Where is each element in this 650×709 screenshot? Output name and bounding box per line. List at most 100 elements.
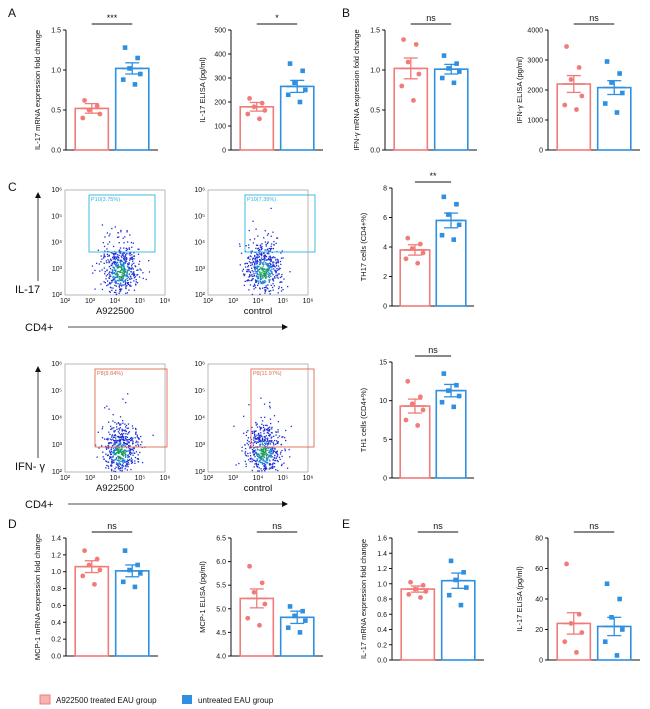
y-tick-label: 200 [214,100,226,107]
flow-event [263,460,266,462]
flow-event [111,434,114,436]
flow-event [257,248,259,250]
flow-event [270,441,272,443]
flow-event [264,429,266,432]
flow-event [125,278,127,281]
flow-event [111,462,113,465]
flow-event [256,253,258,255]
flow-event [132,268,134,270]
flow-event [120,458,122,460]
flow-event [258,252,260,254]
significance-label: ns [107,521,117,531]
flow-event [133,448,135,450]
flow-event [129,252,132,254]
flow-event [277,421,280,423]
flow-event [114,270,117,272]
flow-event [117,279,119,281]
flow-event [272,467,274,469]
y-tick-label: 0 [539,148,543,155]
flow-event [125,466,127,468]
flow-event [125,436,127,438]
flow-event [257,453,259,455]
flow-event [126,462,128,465]
flow-event [275,434,277,436]
flow-event [115,282,117,284]
flow-event [118,432,121,434]
flow-event [108,277,110,279]
flow-event [260,457,262,459]
flow-event [275,259,277,261]
flow-event [247,270,249,273]
flow-event [254,451,256,454]
flow-event [98,263,100,265]
y-tick-label: 0.0 [51,148,61,155]
flow-event [258,269,260,271]
flow-event [263,252,265,255]
flow-event [267,447,269,449]
flow-event [265,448,268,450]
flow-event [262,258,265,260]
flow-event [118,462,120,464]
flow-event [113,268,115,270]
flow-event [115,252,117,254]
flow-event [269,464,271,466]
flow-event [118,257,120,259]
flow-plot-frame [207,363,309,473]
flow-x-tick: 10² [203,298,214,305]
flow-x-tick: 10⁴ [110,475,121,482]
flow-event [134,283,137,285]
flow-event [270,271,272,273]
flow-event [267,270,269,272]
data-point [408,579,413,585]
flow-event [110,464,112,466]
flow-event [270,463,272,466]
flow-event [124,461,126,464]
flow-event [130,468,132,471]
flow-event [255,228,257,230]
flow-event [140,269,142,271]
flow-event [245,262,247,264]
flow-event [110,465,113,467]
data-point [120,579,126,585]
significance-label: ns [433,521,443,531]
flow-event [117,464,119,467]
flow-x-axis-label: CD4+ [25,499,53,511]
data-point [441,194,447,200]
flow-event [240,252,243,254]
flow-event [118,270,120,273]
flow-event [113,255,115,258]
flow-event [266,429,268,431]
data-point [576,65,582,70]
flow-event [264,259,266,261]
flow-event [133,280,135,282]
flow-event [277,431,279,433]
flow-event [257,270,259,273]
flow-event [123,257,125,259]
flow-event [259,454,261,457]
flow-event [119,427,122,429]
flow-event [250,264,252,267]
flow-event [261,262,263,264]
flow-event [256,459,259,461]
y-tick-label: 40 [535,597,543,604]
significance-label: ns [426,13,436,23]
flow-event [251,250,253,252]
flow-event [130,285,132,287]
flow-event [121,274,123,276]
flow-event [264,292,266,294]
flow-event [261,258,264,261]
flow-event [131,461,134,464]
flow-event [264,272,266,274]
data-point [97,567,103,573]
flow-event [125,258,128,261]
flow-event [126,277,128,280]
flow-event [123,242,125,244]
flow-event [268,259,271,261]
flow-event [129,451,132,454]
sample-label: A922500 [96,306,134,317]
y-tick-label: 20 [535,627,543,634]
flow-event [264,444,266,447]
flow-event [111,264,113,267]
flow-event [263,442,266,444]
